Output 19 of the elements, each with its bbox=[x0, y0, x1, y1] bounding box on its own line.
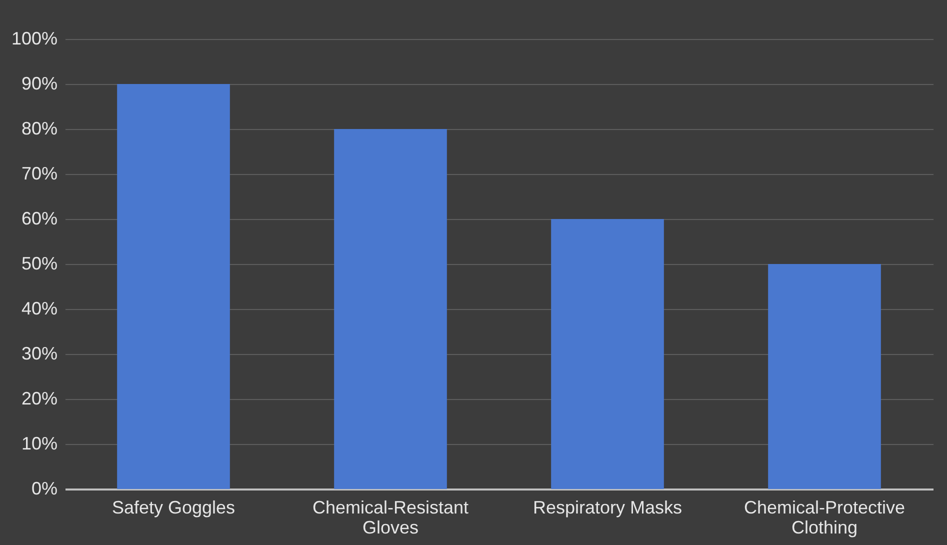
y-tick-label: 80% bbox=[21, 118, 58, 138]
x-tick-label: Chemical-Protective Clothing bbox=[744, 498, 906, 538]
bar bbox=[768, 264, 881, 489]
bar bbox=[334, 129, 447, 489]
bar bbox=[117, 84, 230, 489]
y-tick-label: 90% bbox=[21, 74, 58, 94]
x-tick-label: Chemical-Resistant Gloves bbox=[312, 498, 469, 538]
y-tick-label: 70% bbox=[21, 164, 58, 184]
y-tick-label: 10% bbox=[21, 434, 58, 454]
y-tick-label: 0% bbox=[31, 478, 58, 498]
y-tick-label: 20% bbox=[21, 388, 58, 408]
x-tick-label: Respiratory Masks bbox=[532, 498, 682, 518]
x-tick-label: Safety Goggles bbox=[112, 498, 236, 518]
y-tick-label: 50% bbox=[21, 254, 58, 274]
y-tick-label: 40% bbox=[21, 298, 58, 318]
y-tick-label: 60% bbox=[21, 208, 58, 228]
y-tick-label: 30% bbox=[21, 344, 58, 364]
y-tick-label: 100% bbox=[11, 28, 58, 48]
bar bbox=[551, 219, 664, 489]
